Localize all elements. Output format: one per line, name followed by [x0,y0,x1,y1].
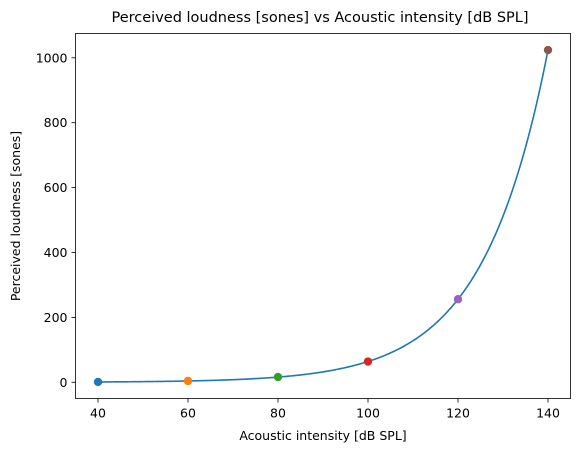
y-tick-label: 600 [44,180,68,195]
plot-area: 40 60 80 100 120 140 0 200 400 600 800 1000 [36,33,571,421]
x-axis-label: Acoustic intensity [dB SPL] [239,428,406,443]
chart-title: Perceived loudness [sones] vs Acoustic i… [111,10,528,26]
data-point [183,376,193,386]
x-tick-label: 140 [536,406,560,421]
y-tick-label: 1000 [36,50,68,65]
data-point [93,377,103,387]
x-tick-label: 100 [356,406,380,421]
y-axis-ticks: 0 200 400 600 800 1000 [36,50,76,390]
data-point [363,357,373,366]
data-point [543,45,553,55]
x-tick-label: 80 [270,406,286,421]
y-axis-label: Perceived loudness [sones] [8,131,23,301]
y-tick-label: 0 [60,375,68,390]
data-points [93,45,553,387]
data-point [453,295,463,304]
x-tick-label: 40 [90,406,106,421]
y-tick-label: 800 [44,115,68,130]
x-tick-label: 60 [180,406,196,421]
loudness-curve [98,49,549,383]
x-axis-ticks: 40 60 80 100 120 140 [90,398,560,421]
x-tick-label: 120 [446,406,470,421]
y-tick-label: 400 [44,245,68,260]
data-point [273,372,283,382]
axes-frame [75,33,571,399]
y-tick-label: 200 [44,310,68,325]
